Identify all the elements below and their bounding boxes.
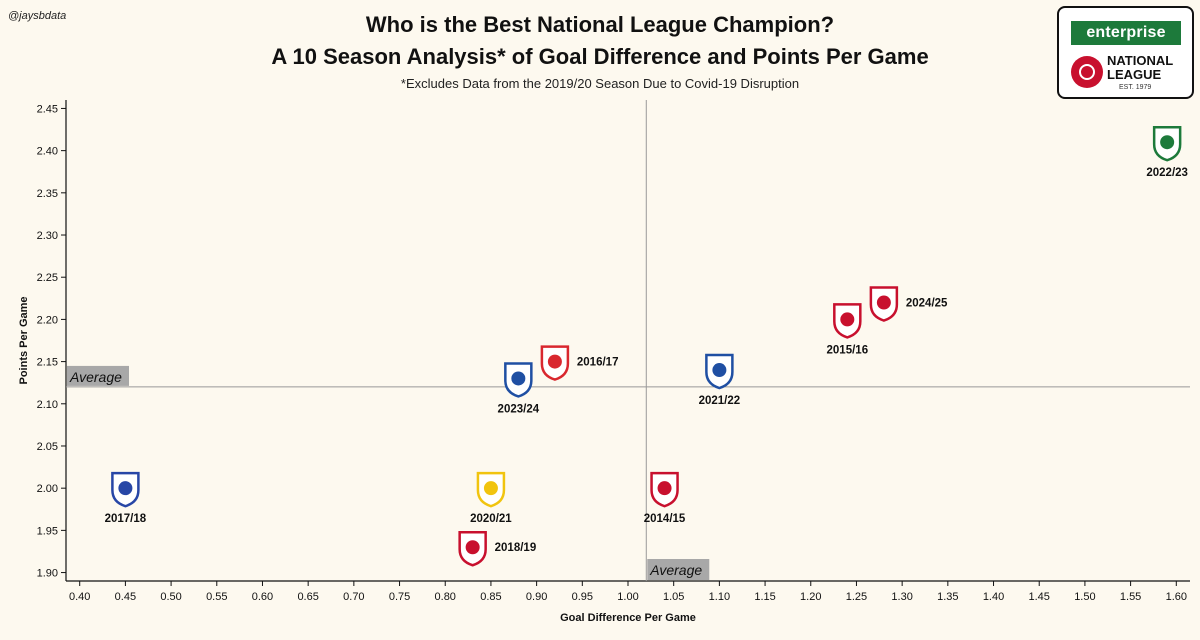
league-est: EST. 1979 (1119, 84, 1152, 91)
sponsor-logo: enterprise (1071, 21, 1181, 45)
data-point-crest-icon (705, 353, 734, 390)
crest-emblem (118, 481, 133, 496)
x-tick-label: 0.80 (435, 591, 456, 603)
y-tick-label: 2.25 (37, 272, 58, 284)
x-tick-label: 1.20 (800, 591, 821, 603)
credit-handle: @jaysbdata (8, 10, 67, 22)
y-tick-label: 1.95 (37, 525, 58, 537)
x-tick-label: 1.15 (754, 591, 775, 603)
x-tick-label: 0.55 (206, 591, 227, 603)
crest-emblem (483, 481, 498, 496)
data-point-crest-icon (111, 471, 140, 508)
x-tick-label: 0.70 (343, 591, 364, 603)
y-tick-label: 2.00 (37, 483, 58, 495)
y-tick-label: 2.20 (37, 314, 58, 326)
data-point-season-label: 2023/24 (498, 403, 540, 415)
y-tick-label: 2.35 (37, 188, 58, 200)
x-tick-label: 1.35 (937, 591, 958, 603)
y-axis-title: Points Per Game (18, 296, 30, 384)
y-tick-label: 2.15 (37, 357, 58, 369)
x-tick-label: 1.30 (891, 591, 912, 603)
average-x-label: Average (649, 562, 702, 578)
crest-emblem (712, 363, 727, 378)
x-tick-label: 1.60 (1166, 591, 1187, 603)
x-tick-label: 0.85 (480, 591, 501, 603)
league-logo-line2: LEAGUE (1107, 67, 1162, 82)
data-point-season-label: 2016/17 (577, 357, 619, 369)
y-tick-label: 2.40 (37, 146, 58, 158)
x-tick-label: 1.05 (663, 591, 684, 603)
data-point-crest-icon (869, 286, 899, 322)
league-logo-text: NATIONAL LEAGUE (1107, 54, 1173, 82)
x-tick-label: 0.50 (160, 591, 181, 603)
data-point-crest-icon (650, 471, 679, 508)
data-point-season-label: 2021/22 (699, 395, 741, 407)
x-axis-title: Goal Difference Per Game (560, 612, 696, 624)
chart-subtitle: *Excludes Data from the 2019/20 Season D… (400, 76, 800, 91)
data-point-season-label: 2018/19 (495, 542, 537, 554)
y-tick-label: 1.90 (37, 568, 58, 580)
crest-emblem (465, 540, 480, 555)
y-tick-label: 2.30 (37, 230, 58, 242)
x-tick-label: 0.65 (297, 591, 318, 603)
x-tick-label: 0.95 (572, 591, 593, 603)
data-point-season-label: 2020/21 (470, 513, 512, 525)
x-tick-label: 1.25 (846, 591, 867, 603)
x-tick-label: 1.40 (983, 591, 1004, 603)
x-tick-label: 1.45 (1029, 591, 1050, 603)
crest-emblem (657, 481, 672, 496)
data-point-crest-icon (1152, 125, 1182, 162)
x-tick-label: 1.50 (1074, 591, 1095, 603)
league-logo-box: enterprise NATIONAL LEAGUE EST. 1979 (1057, 6, 1194, 99)
data-point-crest-icon (504, 362, 533, 398)
data-point-crest-icon (458, 530, 487, 567)
x-tick-label: 0.75 (389, 591, 410, 603)
x-tick-label: 1.10 (709, 591, 730, 603)
y-tick-label: 2.05 (37, 441, 58, 453)
y-tick-label: 2.10 (37, 399, 58, 411)
crest-emblem (547, 354, 562, 369)
crest-emblem (876, 295, 891, 310)
data-point-crest-icon (833, 303, 862, 339)
average-y-label-bg (67, 365, 129, 386)
data-point-crest-icon (540, 345, 570, 381)
average-y-label: Average (69, 369, 122, 385)
data-point-season-label: 2015/16 (827, 344, 869, 356)
chart-title-line2: A 10 Season Analysis* of Goal Difference… (271, 44, 929, 69)
x-tick-label: 1.00 (617, 591, 638, 603)
data-point-season-label: 2017/18 (105, 513, 147, 525)
league-logo-line1: NATIONAL (1107, 53, 1174, 68)
y-tick-label: 2.45 (37, 103, 58, 115)
crest-emblem (1160, 135, 1175, 150)
data-point-season-label: 2014/15 (644, 513, 686, 525)
x-tick-label: 0.90 (526, 591, 547, 603)
x-tick-label: 1.55 (1120, 591, 1141, 603)
x-tick-label: 0.40 (69, 591, 90, 603)
data-point-crest-icon (476, 471, 506, 508)
average-x-label-bg (647, 559, 710, 580)
crest-emblem (511, 371, 526, 386)
x-tick-label: 0.45 (115, 591, 136, 603)
chart-title-line1: Who is the Best National League Champion… (365, 12, 835, 37)
league-rose-icon (1071, 56, 1103, 88)
crest-emblem (840, 312, 855, 327)
data-point-season-label: 2024/25 (906, 298, 948, 310)
x-tick-label: 0.60 (252, 591, 273, 603)
data-point-season-label: 2022/23 (1146, 167, 1188, 179)
